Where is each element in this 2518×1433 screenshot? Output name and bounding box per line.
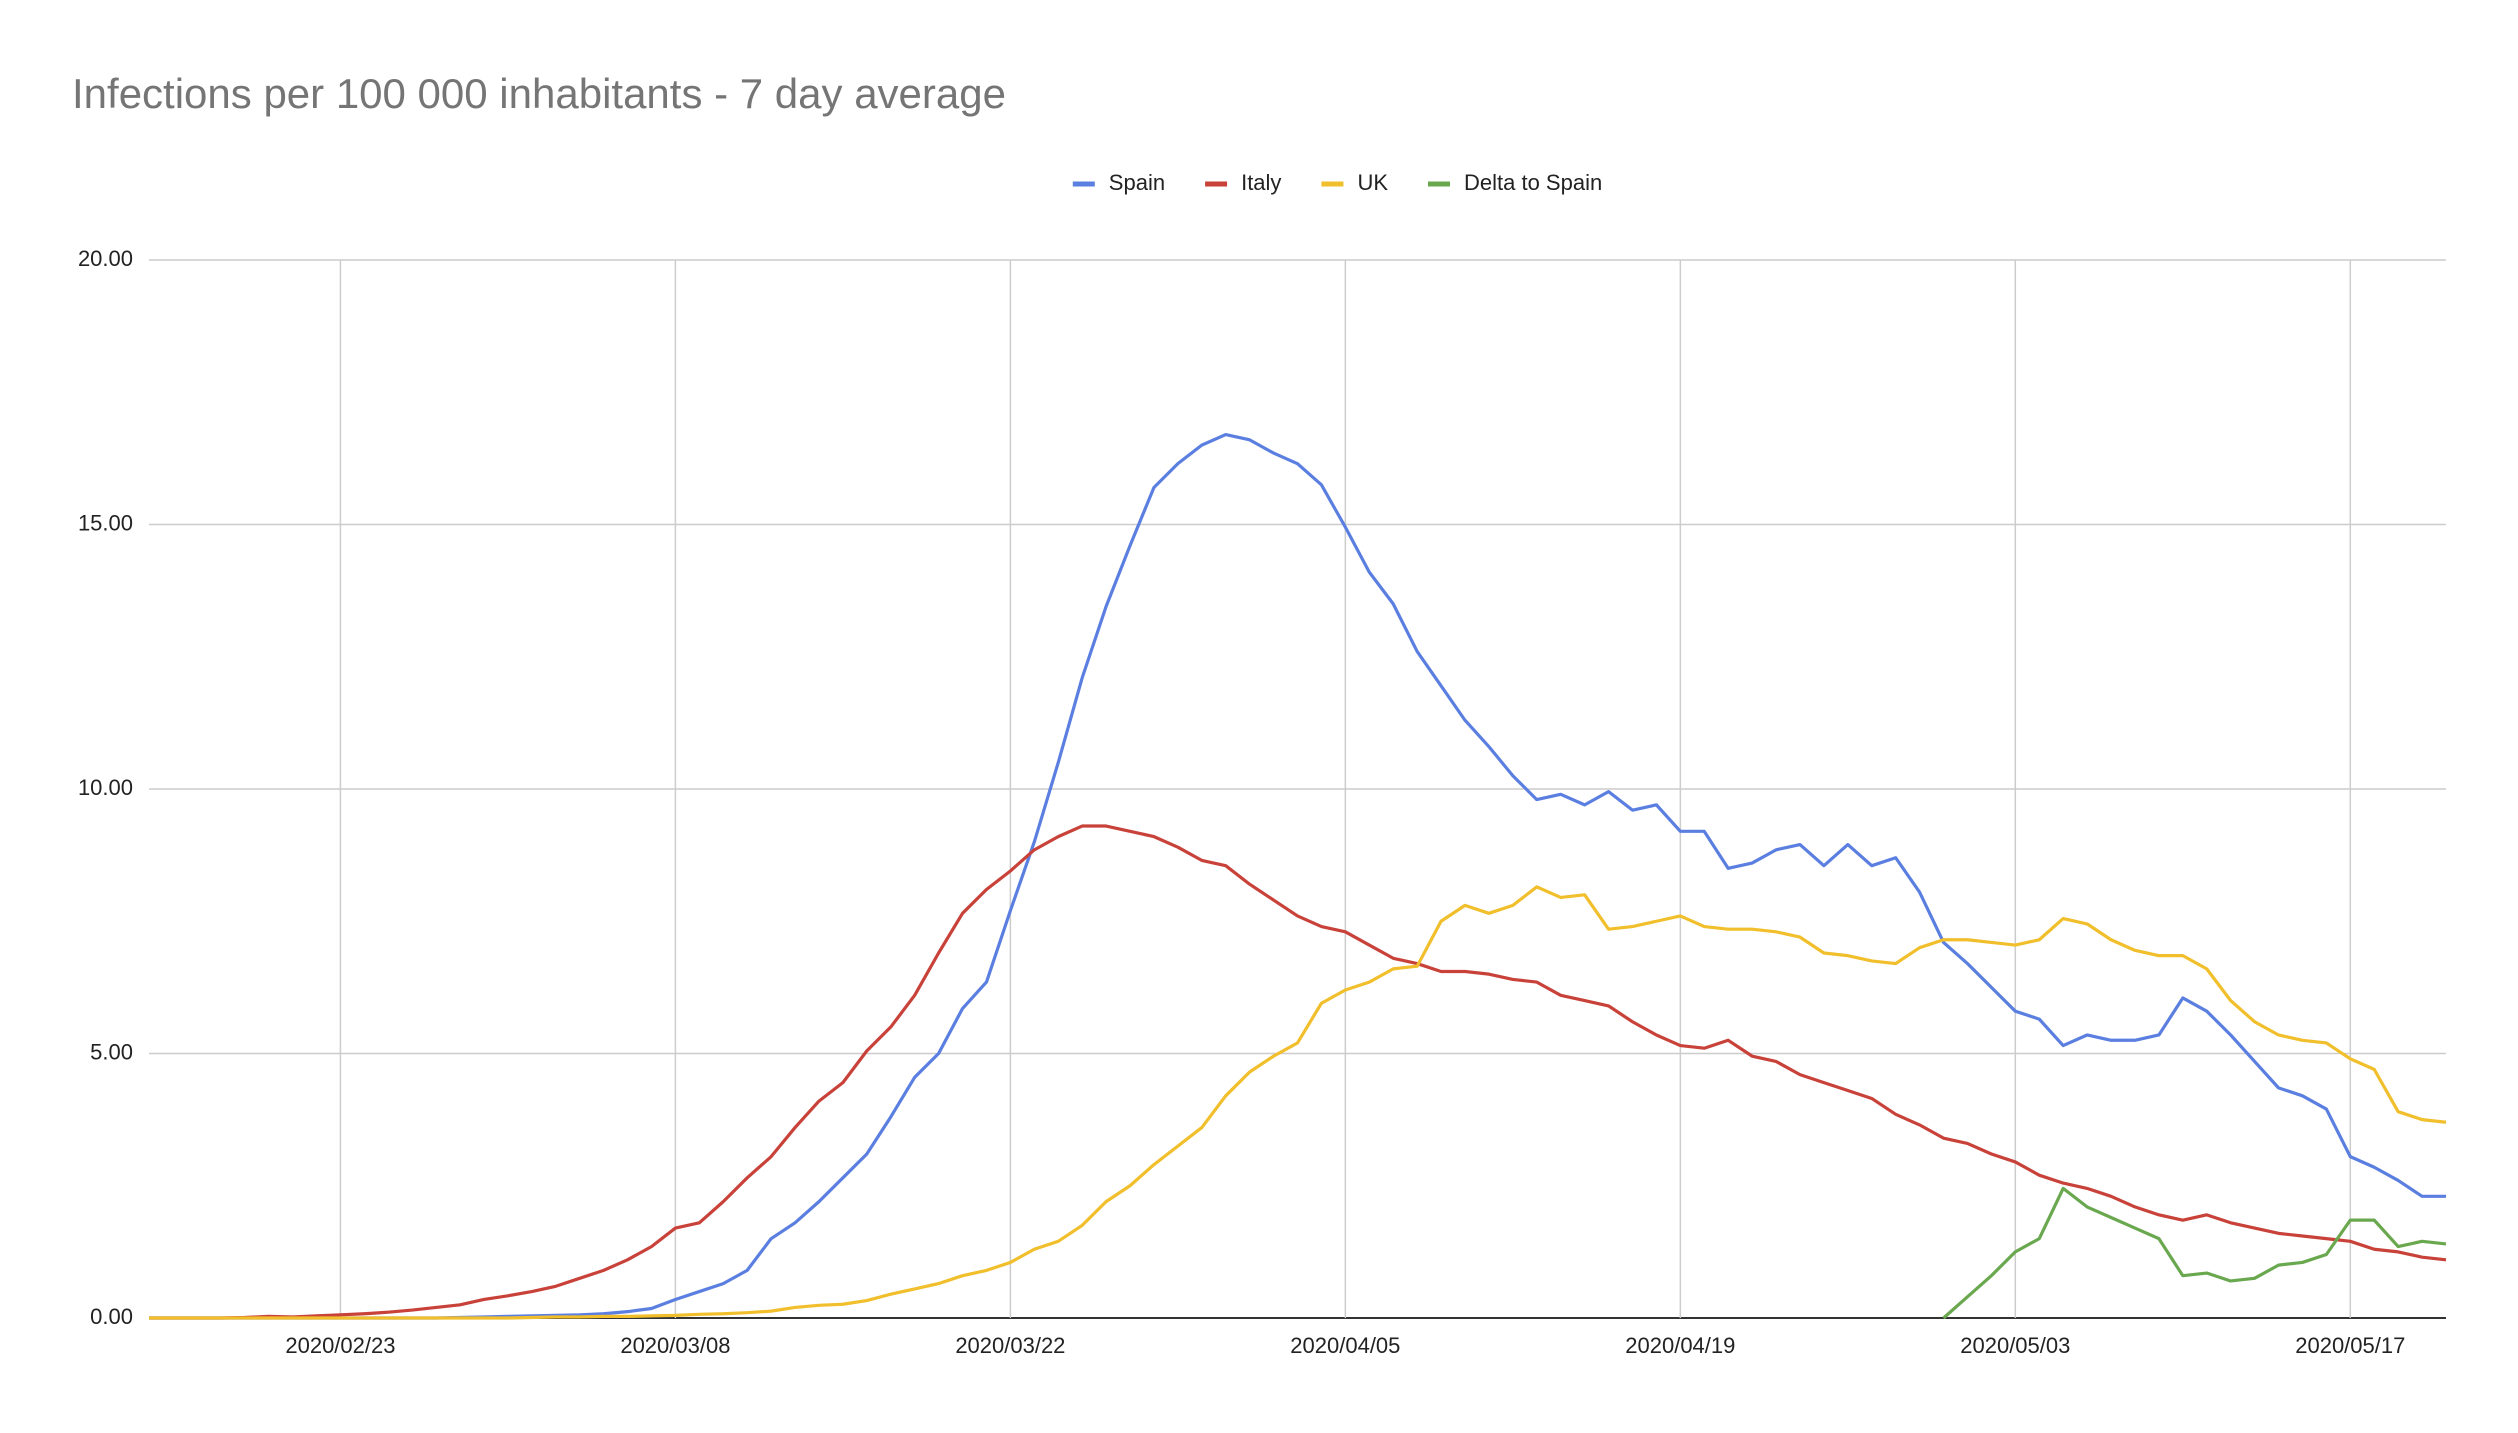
y-tick-label: 20.00 bbox=[78, 246, 133, 271]
x-tick-label: 2020/03/08 bbox=[620, 1333, 730, 1358]
series-line bbox=[149, 432, 2446, 1320]
series-line bbox=[149, 885, 2447, 1320]
legend-label: Delta to Spain bbox=[1464, 170, 1602, 195]
series-line bbox=[149, 824, 2447, 1320]
y-tick-label: 15.00 bbox=[78, 510, 133, 535]
y-tick-label: 10.00 bbox=[78, 775, 133, 800]
x-tick-label: 2020/04/19 bbox=[1625, 1333, 1735, 1358]
legend-label: Italy bbox=[1241, 170, 1281, 195]
legend-label: UK bbox=[1357, 170, 1388, 195]
chart-title: Infections per 100 000 inhabitants - 7 d… bbox=[72, 70, 1006, 117]
x-tick-label: 2020/05/03 bbox=[1960, 1333, 2070, 1358]
x-tick-label: 2020/05/17 bbox=[2295, 1333, 2405, 1358]
legend-label: Spain bbox=[1109, 170, 1165, 195]
series-line bbox=[1942, 1186, 2447, 1320]
x-tick-label: 2020/04/05 bbox=[1290, 1333, 1400, 1358]
x-tick-label: 2020/02/23 bbox=[285, 1333, 395, 1358]
y-tick-label: 5.00 bbox=[90, 1039, 133, 1064]
y-tick-label: 0.00 bbox=[90, 1304, 133, 1329]
x-tick-label: 2020/03/22 bbox=[955, 1333, 1065, 1358]
